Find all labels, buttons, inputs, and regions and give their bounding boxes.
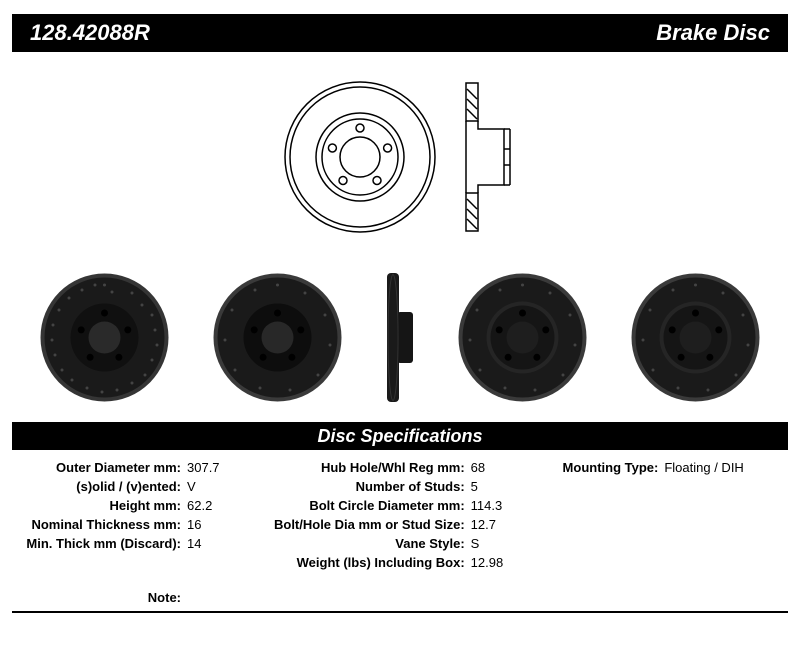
spec-row: Hub Hole/Whl Reg mm:68 xyxy=(271,458,530,477)
spec-label: Bolt Circle Diameter mm: xyxy=(271,498,471,513)
spec-row: Bolt Circle Diameter mm:114.3 xyxy=(271,496,530,515)
spec-value: 114.3 xyxy=(471,498,503,513)
spec-label: Hub Hole/Whl Reg mm: xyxy=(271,460,471,475)
spec-row: (s)olid / (v)ented:V xyxy=(12,477,271,496)
spec-label: Number of Studs: xyxy=(271,479,471,494)
spec-label: (s)olid / (v)ented: xyxy=(12,479,187,494)
rotor-photo-1 xyxy=(37,270,172,405)
spec-column-3: Mounting Type:Floating / DIH xyxy=(529,458,788,572)
rotor-face-diagram xyxy=(280,77,440,237)
specs-table: Outer Diameter mm:307.7 (s)olid / (v)ent… xyxy=(12,458,788,572)
bottom-rule xyxy=(12,611,788,613)
rotor-photo-2 xyxy=(210,270,345,405)
rotor-photo-edge xyxy=(383,270,417,405)
spec-column-1: Outer Diameter mm:307.7 (s)olid / (v)ent… xyxy=(12,458,271,572)
spec-label: Mounting Type: xyxy=(529,460,664,475)
spec-value: 307.7 xyxy=(187,460,220,475)
header-bar: 128.42088R Brake Disc xyxy=(12,14,788,52)
spec-value: 5 xyxy=(471,479,478,494)
spec-label: Vane Style: xyxy=(271,536,471,551)
spec-label: Bolt/Hole Dia mm or Stud Size: xyxy=(271,517,471,532)
spec-value: 68 xyxy=(471,460,485,475)
spec-row: Weight (lbs) Including Box:12.98 xyxy=(271,553,530,572)
spec-row: Number of Studs:5 xyxy=(271,477,530,496)
spec-label: Outer Diameter mm: xyxy=(12,460,187,475)
rotor-photo-5 xyxy=(628,270,763,405)
spec-label: Min. Thick mm (Discard): xyxy=(12,536,187,551)
product-type: Brake Disc xyxy=(656,20,770,46)
spec-column-2: Hub Hole/Whl Reg mm:68 Number of Studs:5… xyxy=(271,458,530,572)
spec-value: 14 xyxy=(187,536,201,551)
spec-value: 12.98 xyxy=(471,555,504,570)
spec-header-text: Disc Specifications xyxy=(317,426,482,447)
note-row: Note: xyxy=(12,590,788,605)
spec-value: 16 xyxy=(187,517,201,532)
spec-label: Weight (lbs) Including Box: xyxy=(271,555,471,570)
spec-row: Mounting Type:Floating / DIH xyxy=(529,458,788,477)
spec-value: 12.7 xyxy=(471,517,496,532)
spec-row: Min. Thick mm (Discard):14 xyxy=(12,534,271,553)
spec-value: V xyxy=(187,479,196,494)
product-photo-row xyxy=(0,252,800,422)
rotor-photo-4 xyxy=(455,270,590,405)
spec-row: Nominal Thickness mm:16 xyxy=(12,515,271,534)
spec-value: S xyxy=(471,536,480,551)
spec-row: Bolt/Hole Dia mm or Stud Size:12.7 xyxy=(271,515,530,534)
note-label: Note: xyxy=(12,590,187,605)
spec-header-bar: Disc Specifications xyxy=(12,422,788,450)
spec-label: Nominal Thickness mm: xyxy=(12,517,187,532)
spec-row: Outer Diameter mm:307.7 xyxy=(12,458,271,477)
part-number: 128.42088R xyxy=(30,20,150,46)
spec-value: Floating / DIH xyxy=(664,460,743,475)
spec-row: Height mm:62.2 xyxy=(12,496,271,515)
spec-value: 62.2 xyxy=(187,498,212,513)
technical-diagram-area xyxy=(0,52,800,252)
spec-label: Height mm: xyxy=(12,498,187,513)
spec-row: Vane Style:S xyxy=(271,534,530,553)
rotor-side-diagram xyxy=(460,77,520,237)
